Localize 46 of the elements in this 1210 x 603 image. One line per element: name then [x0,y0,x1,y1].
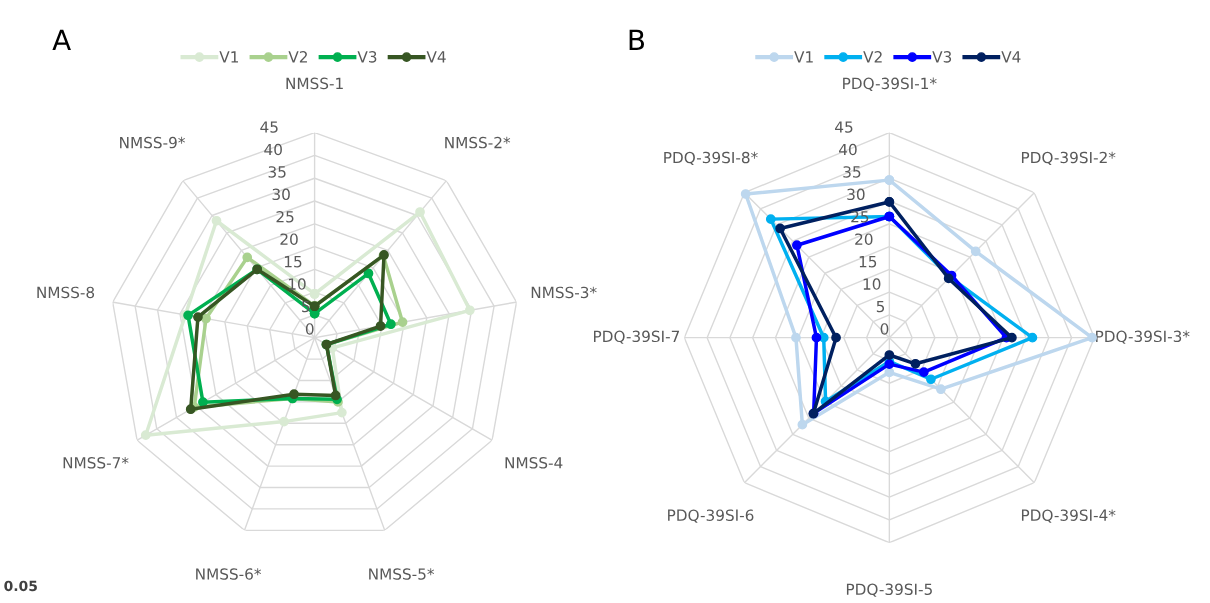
y-tick-label: 30 [272,188,290,201]
y-tick-label: 5 [876,300,885,313]
y-tick-label: 10 [288,278,306,290]
legend-label: V1 [219,51,239,63]
y-tick-label: 40 [264,143,282,156]
y-tick-label: 20 [855,233,873,245]
spoke-label: PDQ-39SI-7 [594,330,680,344]
y-tick-label: 45 [260,121,278,133]
y-tick-label: 45 [835,121,853,133]
chart-title: A [52,29,71,50]
spoke-label: NMSS-3* [531,286,597,299]
spoke-label: NMSS-4 [505,457,563,469]
spoke-label: NMSS-7* [63,457,129,469]
spoke-label: PDQ-39SI-5 [846,583,932,597]
legend-label: V3 [932,51,952,63]
spoke-label: PDQ-39SI-1* [843,77,937,91]
y-tick-label: 25 [276,210,294,223]
spoke-label: PDQ-39SI-6 [668,509,754,523]
legend-label: V4 [426,51,446,63]
y-tick-label: 35 [268,166,286,178]
y-tick-label: 10 [863,278,881,290]
y-tick-label: 35 [843,166,861,178]
legend-label: V1 [794,51,813,63]
y-tick-label: 20 [280,233,298,245]
legend-label: V4 [1001,51,1021,63]
y-tick-label: 40 [839,143,857,156]
spoke-label: PDQ-39SI-3* [1096,330,1190,344]
text: 0.05 [4,580,37,592]
spoke-label: NMSS-8 [37,286,95,299]
y-tick-label: 0 [880,323,889,335]
spoke-label: NMSS-6* [196,568,262,580]
y-tick-label: 15 [284,256,302,268]
spoke-label: PDQ-39SI-4* [1021,509,1116,523]
spoke-label: PDQ-39SI-8* [664,151,758,166]
legend-label: V2 [288,51,307,63]
spoke-label: NMSS-9* [120,136,185,149]
chart-title: B [629,29,645,50]
spoke-label: NMSS-5* [369,568,435,580]
spoke-label: NMSS-1 [286,77,343,90]
legend-label: V2 [863,51,882,63]
y-tick-label: 30 [847,188,865,201]
legend-label: V3 [357,51,377,63]
spoke-label: NMSS-2* [445,136,511,149]
y-tick-label: 15 [859,256,877,268]
y-tick-label: 0 [305,323,314,335]
spoke-label: PDQ-39SI-2* [1021,151,1116,166]
